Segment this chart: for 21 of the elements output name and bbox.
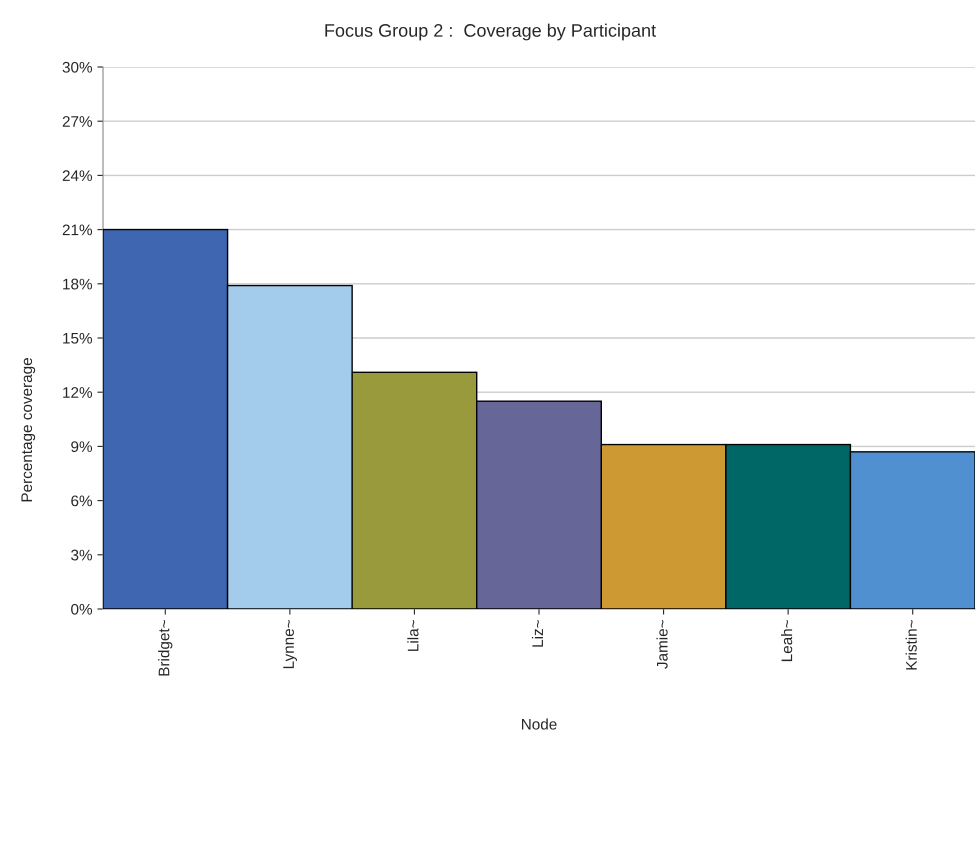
- x-tick-label: Kristin~: [906, 620, 917, 670]
- y-tick-label: 15%: [63, 332, 92, 344]
- y-tick-label: 18%: [63, 278, 92, 290]
- y-tick-label: 24%: [62, 170, 92, 182]
- x-tick-label: Jamie~: [656, 620, 668, 669]
- y-tick-label: 12%: [63, 387, 92, 398]
- chart-title: Focus Group 2 : Coverage by Participant: [325, 24, 656, 40]
- y-tick-label: 0%: [71, 604, 92, 615]
- y-tick-label: 27%: [62, 116, 92, 127]
- y-tick-label: 30%: [62, 62, 92, 73]
- y-tick-label: 6%: [71, 495, 92, 506]
- x-tick-label: Liz~: [532, 620, 543, 647]
- x-axis-title: Node: [522, 718, 557, 730]
- y-tick-label: 9%: [71, 441, 92, 452]
- y-tick-label: 3%: [71, 550, 92, 560]
- x-tick-label: Leah~: [781, 620, 792, 662]
- y-axis-title: Percentage coverage: [21, 358, 36, 502]
- y-tick-label: 21%: [62, 224, 92, 236]
- x-tick-label: Lila~: [407, 620, 419, 651]
- x-tick-label: Lynne~: [283, 620, 297, 668]
- x-tick-label: Bridget~: [158, 620, 172, 676]
